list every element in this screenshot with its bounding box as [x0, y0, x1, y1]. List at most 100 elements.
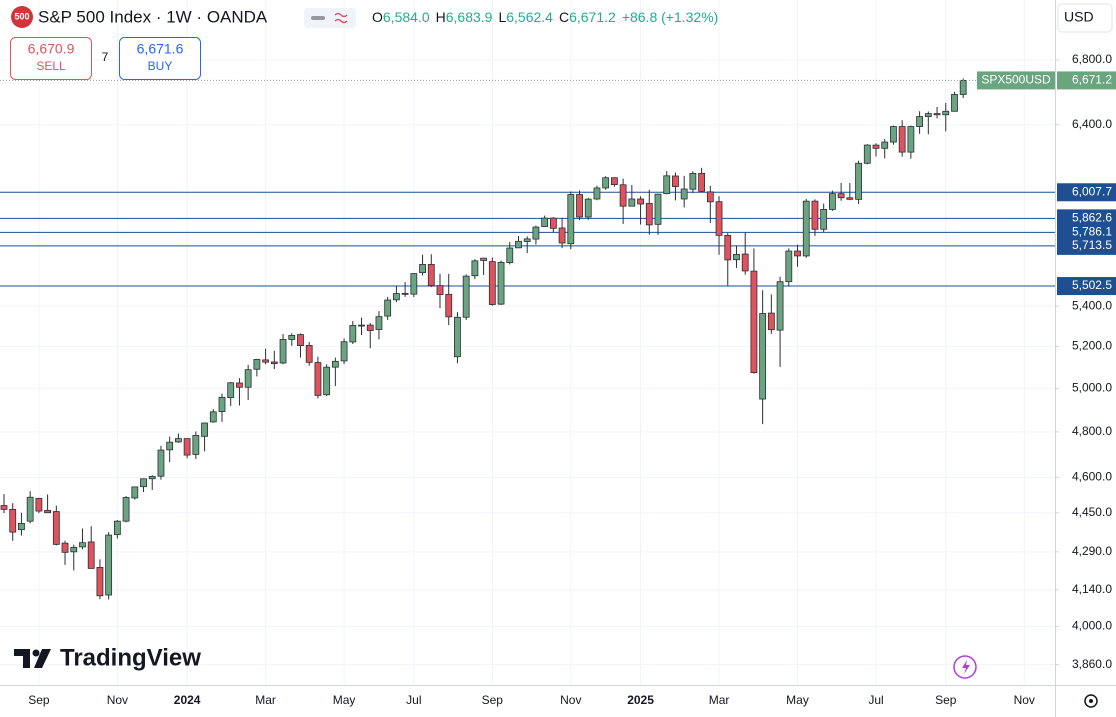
y-tick-label: 4,290.0 [1072, 544, 1112, 558]
candle-body [750, 270, 758, 374]
candle-body [314, 362, 322, 396]
candle-body [942, 110, 950, 116]
candle-body [297, 334, 304, 347]
sell-button[interactable] [10, 37, 92, 80]
candle-body [637, 198, 644, 205]
level-label-bg [1057, 236, 1116, 255]
sell-price[interactable]: 6,670.9 [28, 41, 75, 57]
candle-body [331, 360, 339, 368]
ohlc-legend: O6,584.0 H6,683.9 L6,562.4 C6,671.2 +86.8 (+… [372, 9, 718, 25]
sell-label[interactable]: SELL [36, 59, 66, 73]
candle-body [872, 144, 880, 149]
candle-body [933, 113, 941, 116]
level-label: 5,862.6 [1072, 211, 1112, 225]
y-tick-label: 4,140.0 [1072, 582, 1112, 596]
candle-body [454, 316, 461, 358]
candle-body [706, 191, 714, 203]
symbol-title[interactable]: S&P 500 Index · 1W · OANDA [38, 7, 268, 26]
y-tick-label: 5,200.0 [1072, 339, 1112, 353]
x-tick-label: Jul [406, 693, 421, 707]
x-tick-label: May [786, 693, 809, 707]
currency[interactable]: USD [1064, 9, 1094, 25]
candle-body [924, 113, 932, 117]
y-tick-label: 5,400.0 [1072, 298, 1112, 312]
y-tick-label: 4,800.0 [1072, 424, 1112, 438]
candle-body [244, 369, 252, 388]
x-tick-label: Jul [868, 693, 883, 707]
candle-body [105, 534, 113, 596]
candle-body [602, 177, 610, 189]
candle-body [96, 566, 104, 597]
candle-body [855, 162, 862, 200]
candle-body [907, 126, 915, 153]
candle-body [523, 238, 531, 242]
legend-key: C [559, 9, 569, 25]
candle-body [131, 486, 139, 499]
candle-body [462, 275, 470, 318]
symbol-label: SPX500USD [981, 73, 1051, 87]
x-tick-label: May [333, 693, 356, 707]
level-label-bg [1057, 183, 1116, 202]
candle-body [270, 361, 278, 365]
candle-body [236, 382, 243, 388]
buy-button[interactable] [119, 37, 201, 80]
candle-body [794, 250, 801, 257]
candle-body [567, 194, 575, 245]
watermark-text: TradingView [60, 644, 201, 671]
candle-body [628, 198, 636, 207]
candle-body [715, 201, 723, 236]
buy-price[interactable]: 6,671.6 [137, 41, 184, 57]
candle-body [157, 449, 165, 477]
candle-body [611, 177, 618, 185]
candle-body [654, 193, 662, 225]
candle-body [663, 175, 671, 195]
candle-body [593, 187, 601, 200]
candle-body [70, 546, 78, 553]
candle-body [349, 325, 357, 343]
candle-body [959, 80, 967, 95]
level-label-bg [1057, 209, 1116, 228]
x-tick-label: 2025 [627, 693, 654, 707]
candle-body [689, 172, 697, 190]
currency-button[interactable] [1057, 3, 1113, 33]
candle-body [140, 478, 147, 488]
candle-body [427, 264, 435, 286]
candle-body [890, 126, 897, 143]
candle-body [811, 200, 819, 230]
candle-body [174, 438, 182, 443]
candle-body [419, 264, 426, 274]
candle-body [87, 541, 95, 569]
level-label-bg [1057, 277, 1116, 296]
level-label: 6,007.7 [1072, 184, 1112, 198]
alert-icon[interactable] [953, 655, 977, 679]
x-tick-label: Nov [107, 693, 128, 707]
ohlc-values: O6,584.0 H6,683.9 L6,562.4 C6,671.2 +86.8 (+… [372, 9, 718, 25]
candle-body [672, 175, 679, 187]
candle-body [698, 172, 705, 192]
candle-body [253, 359, 261, 370]
settings-icon[interactable] [1084, 694, 1098, 708]
candle-body [829, 193, 836, 210]
candle-body [515, 240, 522, 249]
last-price-label: 6,671.2 [1072, 73, 1112, 87]
candle-body [645, 203, 653, 226]
candle-body [846, 197, 854, 200]
candle-body [471, 260, 479, 277]
candle-body [201, 422, 208, 437]
buy-label[interactable]: BUY [148, 59, 173, 73]
legend-key: H [436, 9, 446, 25]
candle-body [916, 116, 923, 127]
candle-body [0, 505, 8, 510]
candle-body [759, 313, 767, 400]
badge-text: 500 [14, 11, 29, 21]
legend-change: +86.8 (+1.32%) [622, 9, 719, 25]
x-tick-label: Mar [255, 693, 276, 707]
candle-body [305, 345, 313, 363]
candle-body [680, 188, 688, 200]
y-tick-label: 4,450.0 [1072, 505, 1112, 519]
candle-body [488, 261, 496, 305]
legend-value: 6,562.4 [506, 9, 553, 25]
candle-body [148, 476, 156, 480]
candle-body [340, 341, 348, 362]
